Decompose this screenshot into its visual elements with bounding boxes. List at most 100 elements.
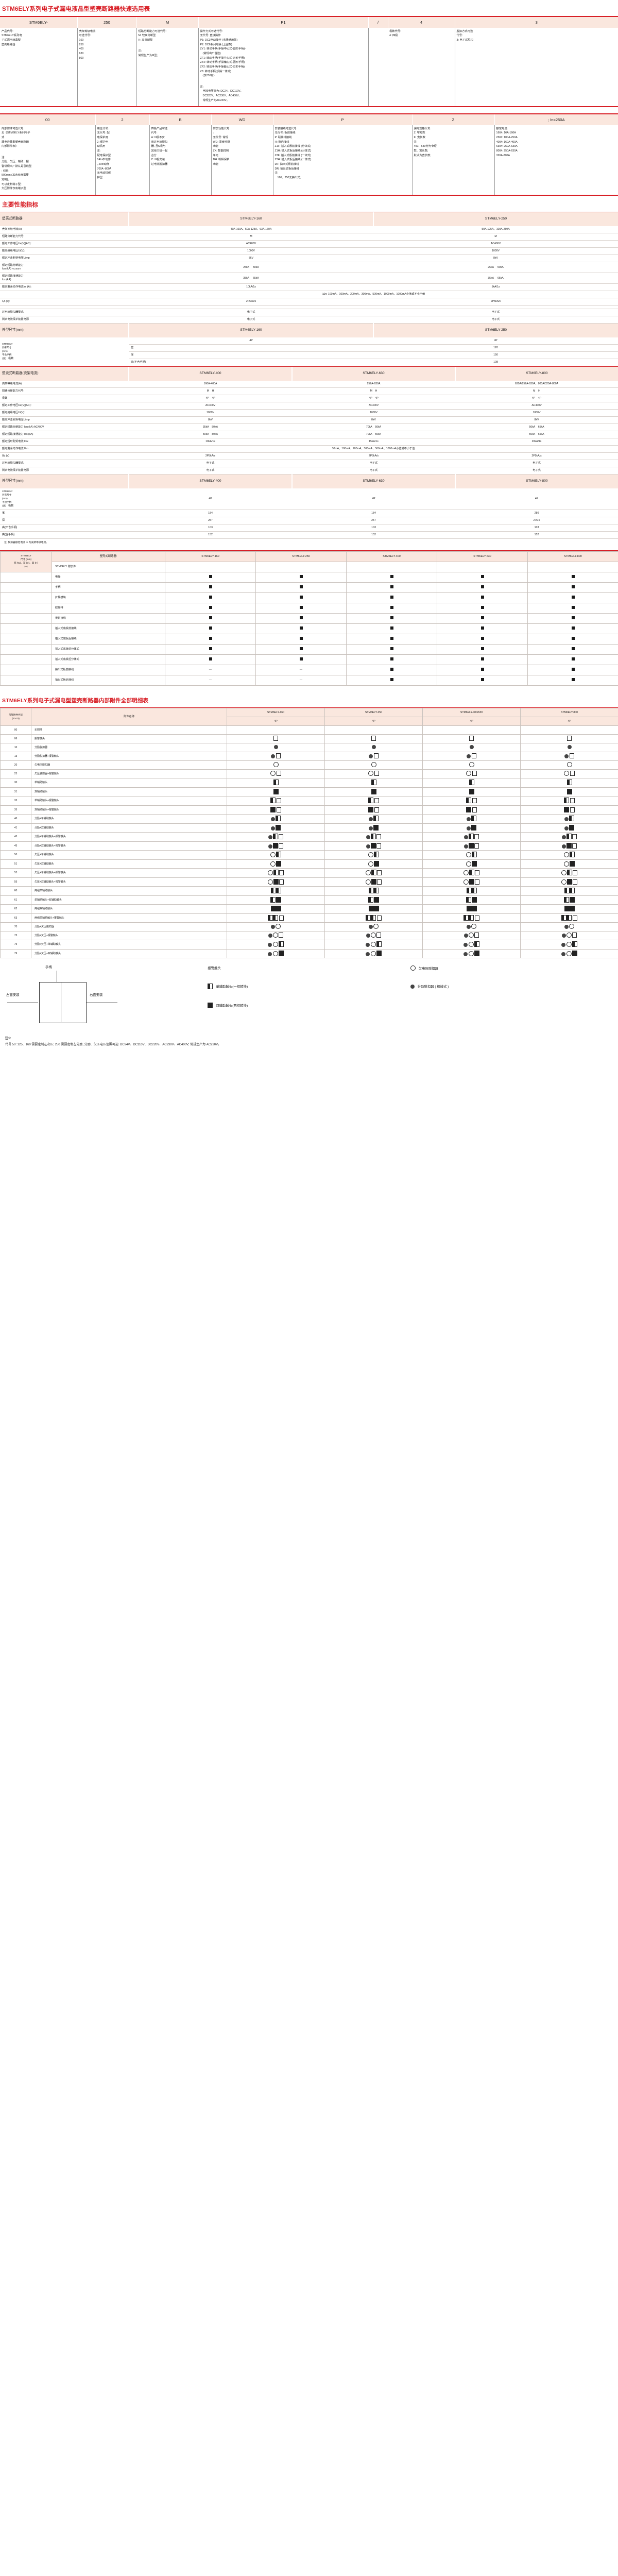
accessory-row: 扩展模块 [0,592,618,603]
spec2-row-label: 壳架等级电流(A): [0,381,129,388]
matrix-code: 62 [0,904,31,914]
filled-square-icon [299,616,303,619]
alarm-contact-icon [573,879,578,885]
filled-square-icon [390,657,393,660]
spec2-row-value: 35kA 50kA [129,423,292,432]
matrix-row: 40 分励+单辅助触头 [0,814,618,824]
code-cell-line: 无代号: 直接操作 [200,34,221,38]
spec-row-value: 电子式 [129,309,373,317]
spec1-rule [0,366,618,367]
alarm-contact-icon [279,933,284,938]
spec2-dims-value: 184 [292,510,455,518]
spec2-row-label: 短路分断能力代号: [0,387,129,396]
accessory-mark [437,654,528,665]
code-cell-line: 160 [79,38,84,42]
alarm-contact-icon [374,807,379,812]
spec1-dims-model-row: 外型尺寸(mm) STM6ELY-160 STM6ELY-250 [0,323,618,338]
matrix-cell [422,778,521,788]
code-cell-line: ZK: 智能控制 [213,149,229,152]
undervoltage-release-icon [267,870,273,876]
code-cell-line: 子式漏电液晶型 [2,38,21,42]
alarm-contact-icon [572,933,577,938]
single-aux-contact-icon [566,914,572,921]
single-aux-contact-icon [276,888,281,894]
spec2-row-label: 额定工作电压Ue(V)(AC): [0,402,129,410]
spacer [0,107,618,113]
accessory-row: 抽出式板前接线 — — [0,664,618,675]
shunt-release-icon [561,943,566,947]
single-aux-contact-icon [469,870,474,876]
matrix-cell [520,868,618,878]
matrix-cell [227,895,325,905]
matrix-cell [324,796,423,806]
accessory-mark [165,571,256,583]
spec2-row: 额定短时耐受电流 Icw 10kA/1s 15kA/1s 20kA/1s [0,438,618,446]
filled-square-icon [571,636,575,640]
accessory-name: 插入式底板前分体式 [52,643,165,655]
filled-square-icon [390,667,393,671]
spec1-dims-model: STM6ELY-160 [129,323,374,338]
matrix-code: 55 [0,877,31,887]
accessory-mark [255,613,347,624]
accessory-corner-label: STM6ELY 尺寸 (mm) 宽 (W)、深 (D)、高 (H) (A) [0,551,52,572]
code-cell-title: 操作方式可选代号: [200,29,223,33]
spec2-row-value: 电子式 [292,467,455,475]
alarm-contact-icon [569,753,574,759]
spec-row: 额定工作电压Ue(V)(AC): AC400V AC400V [0,240,618,248]
code-cell-line: WD: 温度检测 [213,140,230,144]
spec1-dims-header: 外型尺寸(mm) [0,323,129,338]
code2-header-cell: ; In=250A [494,114,618,125]
matrix-name: 分励脱扣器+报警触头 [31,752,227,761]
matrix-section-title: STM6ELY系列电子式漏电型塑壳断路器内部附件全部明细表 [2,697,149,704]
matrix-pole: 4P [422,717,521,726]
undervoltage-release-icon [466,852,471,858]
matrix-code: 23 [0,769,31,779]
code-cell-line: 见《STM6ELY系列电子 [2,131,30,135]
filled-square-icon [209,616,212,619]
code-cell-line: 装过电流脱扣 [151,140,168,144]
spec1-dims-value: 108 [373,359,618,367]
code-cell-breaking: 短路分断能力可选代号: M: 较高分断型 H: 高分断型 注: 常规生产为M型; [136,27,199,107]
matrix-cell [422,769,521,779]
undervoltage-release-icon [410,965,416,971]
accessory-table: STM6ELY 尺寸 (mm) 宽 (W)、深 (D)、高 (H) (A) 塑壳式断路… [0,551,618,686]
double-aux-contact-icon [371,878,376,885]
single-aux-contact-icon [373,888,379,894]
footer-note-text: 代号 50: 125、160 需要定制左次压; 250 需要定制左分励, 分励、… [5,1043,221,1046]
matrix-cell [422,734,521,744]
matrix-cell [520,859,618,869]
spec2-row-value: AC400V [292,402,455,410]
spec-row-label [0,305,129,310]
code-table-1-body-row: 产品代号: STM6ELY系列电 子式漏电液晶型 塑壳断路器 壳架等级电流 可选代号: 1… [0,27,618,107]
code-cell-line: 护型 [97,176,103,179]
spec-row: 过电流脱扣器型式: 电子式 电子式 [0,309,618,317]
matrix-row: 30 单辅助触头 [0,778,618,788]
matrix-cell [422,895,521,905]
matrix-row: 31 双辅助触头 [0,787,618,797]
filled-square-icon [299,636,303,640]
matrix-row: 43 分励+单辅助触头+报警触头 [0,832,618,842]
code-cell-line: 注: [2,156,5,159]
spec-row: I,Δn: 100mA、100mA、200mA、300mA、500mA、1000… [0,291,618,299]
matrix-cell [324,850,423,860]
matrix-name: 欠压+单辅助触头+报警触头 [31,868,227,878]
spec2-row: 额定剩余动作电流 IΔn 30mA、100mA、200mA、300mA、500mA… [0,445,618,453]
accessory-blank [0,654,52,665]
code-table-2-body-row: 内部附件可选代号: 见《STM6ELY系列电子式漏电液晶型塑壳断路器 内部附件表》 … [0,125,618,195]
matrix-cell [227,743,325,753]
undervoltage-release-icon [373,924,379,929]
code2-cell-addon: 附加功能代号: 无代号: 常规 WD: 温度检测 功能 ZK: 智能控制 单元 DH: 断相… [211,125,273,195]
accessory-name: 板前接线 [52,613,165,624]
matrix-cell [520,948,618,959]
spec-row-value: 40A-160A、50A-125A、63A-160A [129,226,373,234]
alarm-contact-icon [570,798,575,804]
code-cell-line: : 线长 [2,169,9,173]
undervoltage-release-icon [466,861,471,867]
filled-square-icon [571,585,575,588]
matrix-row: 55 欠压+双辅助触头+报警触头 [0,877,618,887]
accessory-mark [527,623,618,634]
undervoltage-release-icon [272,951,278,956]
matrix-cell [227,734,325,744]
shunt-release-icon [271,754,276,759]
code-cell-line: 功能 [213,145,219,148]
